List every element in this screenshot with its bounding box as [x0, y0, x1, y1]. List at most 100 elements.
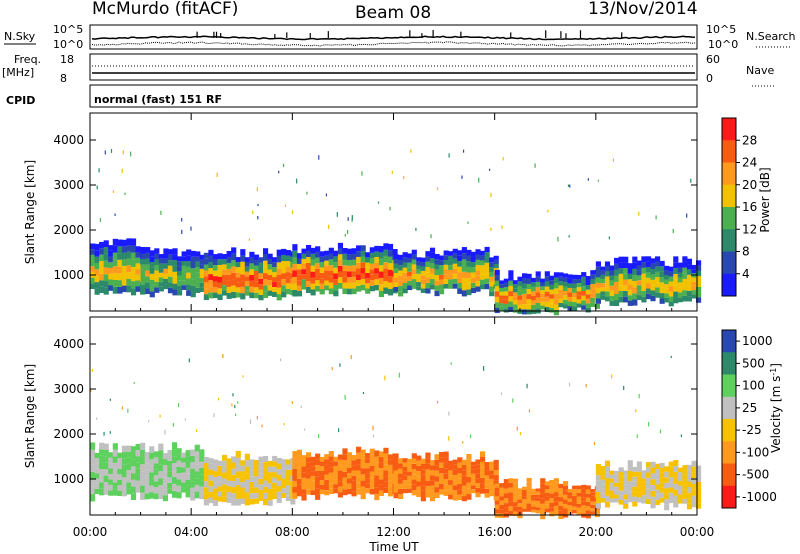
echo-cell — [572, 279, 578, 284]
echo-cell — [425, 480, 431, 487]
echo-cell — [240, 471, 246, 477]
colorbar-swatch — [722, 140, 736, 163]
echo-cell — [600, 479, 606, 485]
echo-cell — [272, 466, 278, 473]
echo-cell — [203, 469, 209, 476]
echo-cell — [540, 483, 546, 489]
echo-cell — [535, 281, 541, 288]
echo-cell — [540, 297, 546, 302]
echo-cell — [544, 500, 550, 505]
echo-cell — [508, 482, 514, 488]
echo-cell — [439, 489, 445, 495]
echo-cell — [558, 497, 564, 502]
echo-cell — [140, 253, 146, 259]
echo-cell — [267, 494, 273, 501]
echo-cell — [235, 485, 241, 492]
echo-cell — [154, 281, 160, 288]
colorbar-tick-label: 24 — [742, 156, 757, 170]
echo-cell — [301, 477, 307, 484]
echo-cell — [244, 460, 250, 467]
echo-cell — [590, 297, 596, 303]
echo-cell — [324, 270, 330, 276]
echo-cell — [549, 489, 555, 494]
echo-cell — [443, 490, 449, 496]
echo-cell — [553, 487, 560, 493]
echo-cell — [535, 510, 541, 514]
echo-cell — [231, 462, 237, 469]
echo-cell — [244, 479, 250, 487]
echo-cell — [503, 308, 509, 313]
echo-cell — [572, 509, 578, 514]
echo-cell — [328, 270, 334, 277]
echo-cell — [690, 178, 692, 183]
echo-cell — [461, 175, 463, 179]
echo-cell — [581, 513, 587, 518]
echo-cell — [659, 298, 665, 304]
echo-cell — [393, 470, 399, 476]
echo-cell — [664, 265, 670, 271]
echo-cell — [618, 476, 624, 482]
echo-cell — [544, 493, 550, 497]
echo-cell — [222, 259, 228, 265]
echo-cell — [117, 286, 123, 294]
echo-cell — [503, 282, 509, 288]
echo-cell — [378, 252, 384, 259]
echo-cell — [484, 462, 490, 467]
echo-cell — [99, 267, 105, 274]
echo-cell — [540, 282, 546, 287]
echo-cell — [650, 502, 656, 509]
echo-cell — [301, 274, 307, 280]
echo-cell — [130, 238, 137, 246]
echo-cell — [526, 490, 532, 495]
echo-cell — [351, 455, 357, 461]
echo-cell — [535, 271, 541, 277]
echo-cell — [99, 261, 105, 268]
echo-cell — [508, 511, 514, 516]
echo-cell — [393, 254, 399, 259]
echo-cell — [356, 251, 362, 257]
echo-cell — [572, 274, 578, 280]
echo-cell — [319, 489, 325, 495]
echo-cell — [614, 263, 620, 270]
echo-cell — [258, 478, 264, 485]
echo-cell — [691, 484, 697, 490]
echo-cell — [695, 492, 702, 498]
echo-cell — [581, 300, 587, 306]
echo-cell — [94, 243, 100, 251]
echo-cell — [494, 275, 500, 281]
echo-cell — [199, 278, 205, 283]
echo-cell — [677, 297, 683, 303]
echo-cell — [90, 260, 96, 267]
echo-cell — [369, 280, 375, 286]
echo-cell — [281, 267, 287, 274]
echo-cell — [149, 256, 155, 263]
echo-cell — [503, 304, 509, 309]
echo-cell — [333, 279, 339, 285]
echo-cell — [670, 355, 672, 359]
echo-cell — [512, 304, 519, 309]
echo-cell — [301, 248, 307, 254]
echo-cell — [208, 486, 214, 492]
echo-cell — [203, 276, 209, 283]
echo-cell — [512, 300, 519, 305]
echo-cell — [434, 454, 440, 460]
echo-cell — [244, 492, 250, 499]
echo-cell — [369, 488, 375, 495]
echo-cell — [503, 488, 509, 494]
echo-cell — [623, 279, 629, 286]
echo-cell — [632, 281, 638, 288]
echo-cell — [627, 273, 633, 280]
echo-cell — [429, 496, 436, 502]
echo-cell — [240, 487, 246, 493]
echo-cell — [262, 279, 269, 286]
echo-cell — [668, 487, 674, 493]
echo-cell — [315, 465, 321, 471]
echo-cell — [387, 480, 394, 486]
echo-cell — [149, 472, 155, 480]
echo-cell — [378, 457, 384, 463]
echo-cell — [365, 488, 371, 494]
echo-cell — [301, 279, 307, 285]
echo-cell — [540, 488, 546, 494]
echo-cell — [208, 475, 214, 481]
echo-cell — [402, 257, 408, 263]
